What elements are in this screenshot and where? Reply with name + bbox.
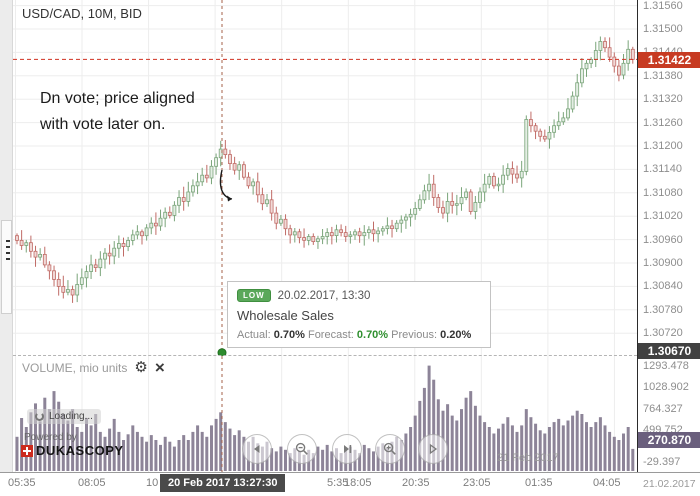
- time-tick: 5:35: [327, 477, 349, 489]
- panel-divider[interactable]: [13, 355, 637, 356]
- powered-by-text: Powered by: [24, 432, 77, 443]
- gear-icon[interactable]: ⚙: [134, 359, 148, 376]
- price-tick-label: 1.31560: [643, 0, 683, 12]
- time-tick: 05:35: [8, 477, 36, 489]
- zoom-in-icon: [383, 442, 396, 455]
- time-tick: 18:05: [344, 477, 372, 489]
- time-tick: 01:35: [525, 477, 553, 489]
- close-icon[interactable]: ×: [154, 358, 165, 377]
- price-tick-label: 1.30960: [643, 234, 683, 246]
- time-tick: 10: [146, 477, 159, 489]
- time-tick: 20:35: [402, 477, 430, 489]
- price-tick-label: 1.31200: [643, 140, 683, 152]
- zoom-out-icon: [295, 442, 308, 455]
- step-back-icon: [254, 445, 260, 453]
- price-tick-label: 1.31080: [643, 187, 683, 199]
- price-tick-label: 1.30840: [643, 280, 683, 292]
- price-tick-label: 1.31500: [643, 23, 683, 35]
- previous-value: 0.20%: [440, 329, 472, 341]
- step-forward-icon: [344, 445, 352, 453]
- volume-date-label: 21 Feb 2017: [497, 452, 559, 464]
- previous-label: Previous:: [391, 329, 438, 341]
- zoom-out-button[interactable]: [287, 434, 317, 464]
- event-name: Wholesale Sales: [237, 308, 334, 323]
- price-tick-label: 1.31020: [643, 210, 683, 222]
- grip-dots-icon: [6, 240, 10, 264]
- forecast-label: Forecast:: [307, 329, 354, 341]
- event-values: Actual: 0.70% Forecast: 0.70% Previous: …: [237, 329, 481, 341]
- instrument-title: USD/CAD, 10M, BID: [22, 6, 142, 21]
- step-back-button[interactable]: [242, 434, 272, 464]
- volume-title: VOLUME, mio units: [22, 360, 128, 375]
- volume-tick-label: 1293.478: [643, 360, 689, 372]
- volume-tick-label: 764.327: [643, 403, 683, 415]
- actual-value: 0.70%: [273, 329, 305, 341]
- price-tick-label: 1.31380: [643, 70, 683, 82]
- price-tick-label: 1.30780: [643, 304, 683, 316]
- actual-label: Actual:: [237, 329, 271, 341]
- play-icon: [429, 443, 438, 455]
- play-button[interactable]: [418, 434, 448, 464]
- price-tick-label: 1.30900: [643, 257, 683, 269]
- volume-panel: VOLUME, mio units ⚙ × Loading... Powered…: [13, 356, 637, 472]
- price-tick-label: 1.31260: [643, 117, 683, 129]
- annotation-line2: with vote later on.: [40, 116, 166, 133]
- volume-tick-label-clipped: -29.397: [643, 456, 681, 468]
- left-scrollbar[interactable]: [0, 0, 13, 472]
- spinner-icon: [35, 412, 44, 421]
- impact-badge: LOW: [237, 289, 271, 302]
- brand-name: DUKASCOPY: [36, 443, 124, 458]
- annotation-line1: Dn vote; price aligned: [40, 90, 195, 107]
- time-tick: 23:05: [463, 477, 491, 489]
- scrollbar-thumb[interactable]: [1, 220, 12, 314]
- time-axis[interactable]: 05:35 08:05 10 5:35 18:05 20:35 23:05 01:35 04:0…: [0, 473, 700, 496]
- price-tick-label: 1.31320: [643, 93, 683, 105]
- forecast-value: 0.70%: [356, 329, 389, 341]
- volume-chart-svg: [15, 356, 635, 472]
- zoom-in-button[interactable]: [375, 434, 405, 464]
- dukascopy-logo: DUKASCOPY: [21, 443, 124, 458]
- volume-tick-label: 1028.902: [643, 381, 689, 393]
- time-tick: 08:05: [78, 477, 106, 489]
- right-axis[interactable]: 1.315601.315001.314401.313801.313201.312…: [637, 0, 700, 472]
- swiss-cross-icon: [21, 444, 33, 457]
- current-volume-badge: 270.870: [638, 432, 700, 448]
- user-annotation: Dn vote; price aligned with vote later o…: [40, 86, 195, 138]
- price-tick-label: 1.30720: [643, 327, 683, 339]
- next-day-date-label: 21.02.2017: [643, 478, 696, 490]
- news-event-tooltip: LOW 20.02.2017, 13:30 Wholesale Sales Ac…: [227, 281, 491, 348]
- current-price-badge: 1.31422: [638, 52, 700, 68]
- axis-baseline: [0, 472, 700, 473]
- crosshair-time-badge: 20 Feb 2017 13:27:30: [160, 474, 286, 492]
- loading-text: Loading...: [49, 411, 93, 422]
- time-tick: 04:05: [593, 477, 621, 489]
- loading-indicator: Loading...: [27, 409, 101, 424]
- price-tick-label: 1.31140: [643, 163, 682, 175]
- price-panel: USD/CAD, 10M, BID Dn vote; price aligned…: [13, 0, 637, 356]
- event-datetime: 20.02.2017, 13:30: [277, 289, 371, 302]
- step-forward-button[interactable]: [332, 434, 362, 464]
- session-low-badge: 1.30670: [638, 343, 700, 359]
